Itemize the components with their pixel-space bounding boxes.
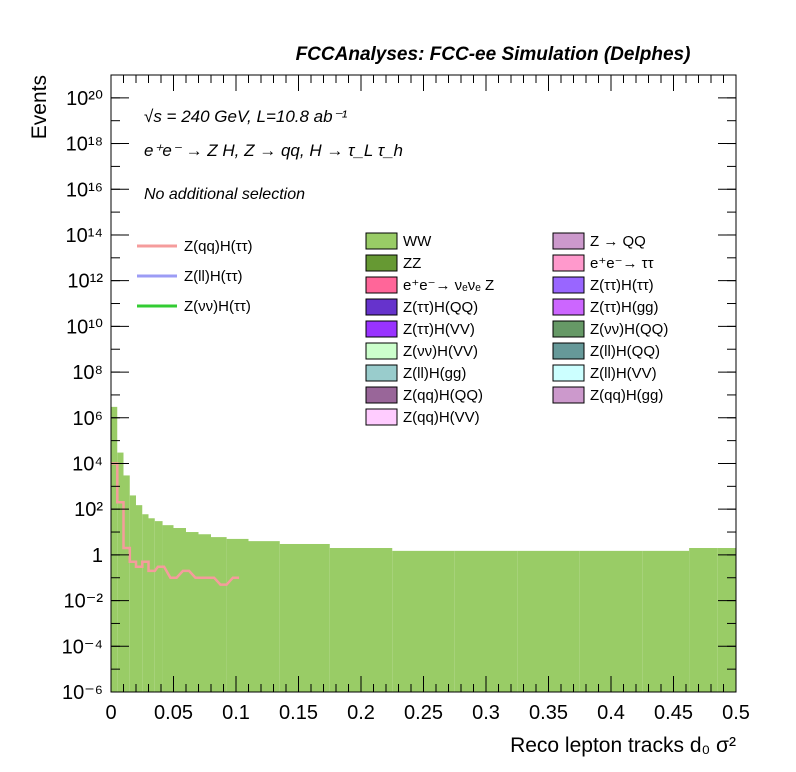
background-legend-swatch: [365, 364, 398, 382]
background-legend-swatch: [365, 320, 398, 338]
ww-bar: [162, 525, 174, 692]
y-tick-label: 10⁻⁶: [62, 682, 103, 704]
background-legend-label: Z(ττ)H(ττ): [590, 277, 654, 294]
x-tick-label: 0.35: [529, 702, 568, 724]
x-tick-label: 0.1: [222, 702, 250, 724]
x-tick-label: 0.4: [597, 702, 625, 724]
x-tick-label: 0: [105, 702, 116, 724]
signal-legend-label: Z(qq)H(ττ): [184, 238, 253, 255]
ww-bar: [111, 406, 118, 692]
background-legend-swatch: [552, 276, 585, 294]
background-legend-swatch: [552, 386, 585, 404]
selection-annotation: No additional selection: [144, 186, 305, 203]
background-legend-label: Z(ττ)H(QQ): [403, 299, 478, 316]
y-tick-label: 10¹⁰: [66, 316, 103, 338]
ww-bar: [279, 543, 330, 692]
ww-bar: [211, 537, 227, 692]
y-tick-label: 10¹⁸: [66, 134, 103, 156]
y-tick-label: 10¹⁶: [66, 179, 103, 201]
background-legend-swatch: [552, 364, 585, 382]
ww-bar: [579, 550, 643, 692]
ww-bar: [117, 452, 124, 692]
x-tick-label: 0.5: [722, 702, 750, 724]
ww-bar: [198, 534, 211, 692]
ww-bar: [154, 521, 163, 692]
y-tick-label: 10⁴: [72, 453, 103, 475]
y-tick-label: 10²: [74, 499, 103, 521]
background-legend-swatch: [365, 342, 398, 360]
y-tick-label: 10²⁰: [66, 88, 103, 110]
ww-bar: [142, 514, 149, 692]
background-legend-swatch: [552, 254, 585, 272]
background-legend-swatch: [365, 386, 398, 404]
y-tick-label: 10¹⁴: [66, 225, 104, 247]
background-legend-swatch: [365, 254, 398, 272]
x-tick-label: 0.05: [154, 702, 193, 724]
x-tick-label: 0.45: [654, 702, 693, 724]
background-legend-swatch: [552, 342, 585, 360]
background-legend-label: Z(qq)H(VV): [403, 409, 480, 426]
background-legend-swatch: [365, 232, 398, 250]
background-legend-label: Z → QQ: [590, 233, 646, 250]
ww-bar: [454, 550, 518, 692]
ww-bar: [689, 548, 718, 692]
x-tick-label: 0.2: [347, 702, 375, 724]
signal-legend-label: Z(νν)H(ττ): [184, 298, 251, 315]
energy-lumi-annotation: √s = 240 GeV, L=10.8 ab⁻¹: [144, 107, 348, 126]
background-legend-label: e⁺e⁻→ ττ: [590, 255, 654, 272]
ww-bar: [136, 505, 143, 692]
chart-header: FCCAnalyses: FCC-ee Simulation (Delphes): [296, 44, 691, 65]
background-legend-swatch: [365, 408, 398, 426]
background-legend-label: Z(ll)H(VV): [590, 365, 657, 382]
x-axis-label: Reco lepton tracks d₀ σ²: [510, 734, 736, 757]
background-legend-label: e⁺e⁻→ νₑνₑ Z: [403, 277, 494, 294]
tick-layer: 0 0.05 0.1 0.15 0.2 0.25 0.3 0.35 0.4 0.45 0.5 10⁻⁶…: [62, 74, 750, 724]
background-legend-label: Z(ll)H(QQ): [590, 343, 660, 360]
x-tick-label: 0.3: [472, 702, 500, 724]
background-legend-swatch: [365, 298, 398, 316]
signal-legend-label: Z(ll)H(ττ): [184, 268, 243, 285]
x-tick-label: 0.25: [404, 702, 443, 724]
background-legend-label: Z(ll)H(gg): [403, 365, 466, 382]
ww-bar: [123, 475, 130, 692]
background-legend-label: Z(ττ)H(gg): [590, 299, 659, 316]
process-annotation: e⁺e⁻ → Z H, Z → qq, H → τ_L τ_h: [144, 141, 403, 160]
ww-bar: [173, 528, 186, 692]
background-legend-label: Z(νν)H(QQ): [590, 321, 668, 338]
background-legend-label: Z(νν)H(VV): [403, 343, 478, 360]
background-legend-label: Z(ττ)H(VV): [403, 321, 475, 338]
y-tick-label: 1: [92, 545, 103, 567]
zqqhtautau-line: [111, 462, 240, 586]
ww-bar: [642, 550, 690, 692]
background-legend-label: WW: [403, 233, 432, 250]
background-legend-swatch: [552, 232, 585, 250]
ww-bar: [329, 548, 393, 692]
background-legend-swatch: [365, 276, 398, 294]
background-legend-label: Z(qq)H(gg): [590, 387, 663, 404]
ww-bar: [717, 548, 736, 692]
ww-bar: [517, 550, 580, 692]
y-tick-label: 10⁶: [73, 408, 103, 430]
y-tick-label: 10⁻⁴: [62, 636, 103, 658]
y-tick-label: 10¹²: [67, 271, 103, 293]
background-legend: WW Z → QQ ZZ e⁺e⁻→ ττ e⁺e⁻→ νₑνₑ Z Z(ττ)H(ττ)…: [365, 232, 668, 426]
ww-bar: [248, 541, 280, 692]
background-legend-label: Z(qq)H(QQ): [403, 387, 483, 404]
background-legend-label: ZZ: [403, 255, 421, 272]
y-axis-label: Events: [28, 75, 51, 139]
histogram-layer: [111, 406, 736, 692]
background-legend-swatch: [552, 320, 585, 338]
ww-bar: [226, 538, 249, 692]
ww-bar: [186, 532, 199, 692]
x-tick-label: 0.15: [279, 702, 318, 724]
y-tick-label: 10⁻²: [64, 591, 104, 613]
ww-bar: [148, 518, 155, 692]
y-tick-label: 10⁸: [72, 362, 103, 384]
signal-legend: Z(qq)H(ττ) Z(ll)H(ττ) Z(νν)H(ττ): [137, 238, 253, 315]
ww-bar: [392, 550, 455, 692]
ww-bar: [129, 495, 136, 692]
background-legend-swatch: [552, 298, 585, 316]
